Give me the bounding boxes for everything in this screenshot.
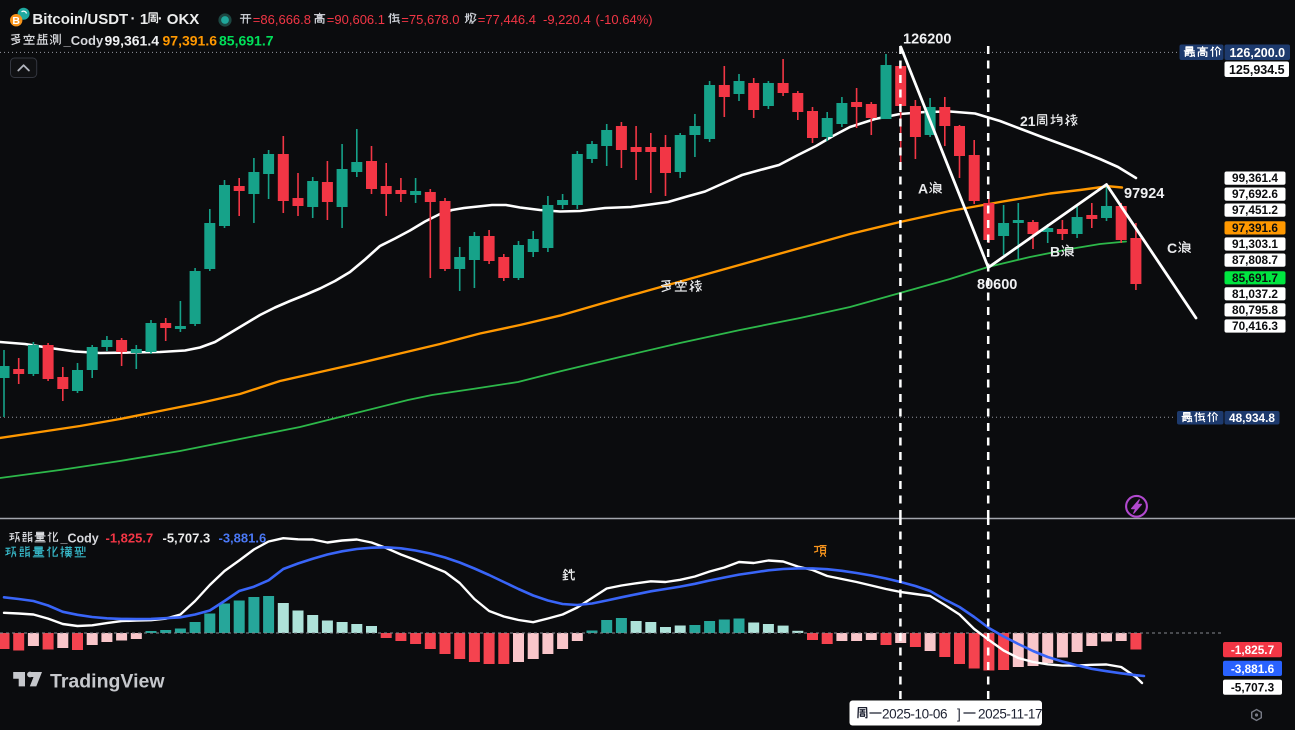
svg-text:126200: 126200: [903, 32, 951, 48]
svg-text:·: ·: [131, 10, 136, 27]
svg-text:126,200.0: 126,200.0: [1229, 46, 1285, 60]
svg-text:(-10.64%): (-10.64%): [596, 12, 653, 27]
svg-text:70,416.3: 70,416.3: [1232, 319, 1278, 333]
svg-text:-1,825.7: -1,825.7: [1231, 643, 1275, 657]
svg-text:97924: 97924: [1124, 186, 1164, 202]
svg-text:85,691.7: 85,691.7: [219, 32, 274, 48]
svg-text:97,451.2: 97,451.2: [1232, 203, 1278, 217]
svg-text:B: B: [12, 15, 20, 27]
svg-text:·: ·: [158, 10, 163, 27]
svg-text:=75,678.0: =75,678.0: [401, 12, 459, 27]
svg-text:=86,666.8: =86,666.8: [253, 12, 311, 27]
svg-text:A: A: [918, 181, 928, 197]
svg-text:99,361.4: 99,361.4: [105, 32, 160, 48]
svg-text:91,303.1: 91,303.1: [1232, 237, 1278, 251]
svg-text:C: C: [1167, 240, 1177, 256]
svg-text:_Cody: _Cody: [60, 532, 99, 546]
svg-text:97,391.6: 97,391.6: [163, 32, 218, 48]
svg-text:B: B: [1050, 244, 1060, 260]
svg-text:=77,446.4: =77,446.4: [478, 12, 536, 27]
svg-text:85,691.7: 85,691.7: [1232, 271, 1278, 285]
svg-text:=90,606.1: =90,606.1: [327, 12, 385, 27]
svg-text:-5,707.3: -5,707.3: [163, 531, 211, 546]
svg-text:97,391.6: 97,391.6: [1232, 221, 1278, 235]
svg-text:48,934.8: 48,934.8: [1229, 411, 1275, 425]
svg-text:-5,707.3: -5,707.3: [1231, 681, 1275, 695]
svg-text:2025-11-17: 2025-11-17: [978, 707, 1042, 722]
svg-text:81,037.2: 81,037.2: [1232, 287, 1278, 301]
svg-text:99,361.4: 99,361.4: [1232, 171, 1278, 185]
svg-text:97,692.6: 97,692.6: [1232, 187, 1278, 201]
svg-text:-9,220.4: -9,220.4: [543, 12, 591, 27]
svg-text:_Cody: _Cody: [63, 33, 105, 48]
svg-text:1: 1: [140, 11, 148, 28]
svg-text:]: ]: [957, 707, 961, 722]
svg-text:80,795.8: 80,795.8: [1232, 303, 1278, 317]
svg-text:125,934.5: 125,934.5: [1229, 63, 1285, 77]
svg-text:OKX: OKX: [167, 11, 200, 28]
svg-text:2025-10-06: 2025-10-06: [882, 707, 947, 722]
svg-text:-3,881.6: -3,881.6: [1231, 662, 1275, 676]
svg-text:87,808.7: 87,808.7: [1232, 253, 1278, 267]
svg-text:80600: 80600: [977, 277, 1017, 293]
svg-text:21: 21: [1020, 113, 1036, 129]
svg-text:-1,825.7: -1,825.7: [106, 531, 154, 546]
svg-text:Bitcoin/USDT: Bitcoin/USDT: [32, 11, 128, 28]
svg-text:-3,881.6: -3,881.6: [219, 531, 267, 546]
svg-text:TradingView: TradingView: [50, 671, 165, 693]
